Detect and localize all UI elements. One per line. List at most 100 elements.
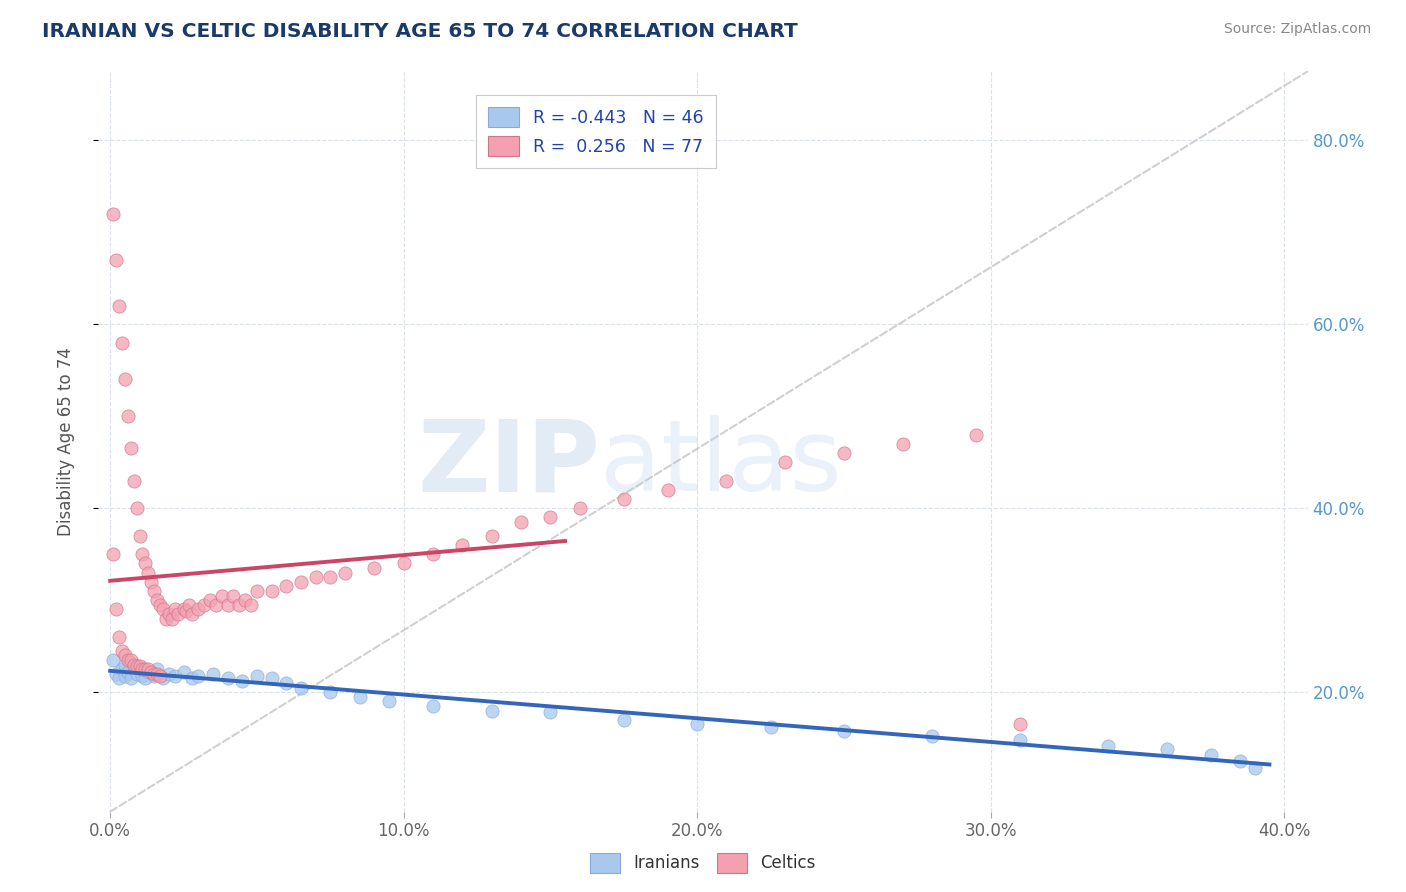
Point [1097, 739, 1119, 753]
Point [105, 602, 128, 616]
Point [143, 668, 166, 682]
Point [568, 501, 591, 516]
Legend: Iranians, Celtics: Iranians, Celtics [583, 847, 823, 880]
Text: Source: ZipAtlas.com: Source: ZipAtlas.com [1223, 22, 1371, 37]
Point [246, 584, 269, 599]
Text: ZIP: ZIP [418, 416, 600, 512]
Point [290, 681, 312, 695]
Point [146, 593, 169, 607]
Point [260, 671, 283, 685]
Point [152, 671, 174, 685]
Point [108, 671, 131, 685]
Text: atlas: atlas [600, 416, 842, 512]
Point [211, 589, 233, 603]
Point [451, 538, 474, 552]
Point [155, 611, 177, 625]
Point [117, 409, 139, 424]
Point [120, 671, 142, 685]
Point [222, 589, 245, 603]
Point [131, 662, 153, 676]
Point [422, 698, 444, 713]
Point [160, 611, 183, 625]
Point [111, 335, 134, 350]
Point [136, 662, 159, 676]
Point [114, 668, 136, 682]
Point [891, 437, 914, 451]
Point [146, 666, 169, 681]
Point [179, 598, 201, 612]
Point [152, 602, 174, 616]
Text: IRANIAN VS CELTIC DISABILITY AGE 65 TO 74 CORRELATION CHART: IRANIAN VS CELTIC DISABILITY AGE 65 TO 7… [42, 22, 799, 41]
Point [198, 593, 221, 607]
Point [276, 676, 298, 690]
Point [378, 694, 401, 708]
Point [143, 584, 166, 599]
Point [136, 665, 159, 679]
Point [240, 598, 263, 612]
Point [363, 561, 385, 575]
Point [538, 706, 561, 720]
Point [101, 653, 124, 667]
Point [181, 671, 204, 685]
Point [217, 598, 239, 612]
Point [163, 668, 186, 682]
Point [1008, 717, 1031, 731]
Point [120, 442, 142, 456]
Point [117, 665, 139, 679]
Point [1199, 747, 1222, 762]
Point [122, 657, 145, 672]
Point [481, 704, 503, 718]
Point [108, 630, 131, 644]
Point [231, 674, 253, 689]
Point [657, 483, 679, 497]
Point [128, 662, 150, 676]
Point [481, 529, 503, 543]
Point [149, 598, 172, 612]
Point [111, 662, 134, 676]
Point [260, 584, 283, 599]
Point [187, 602, 209, 616]
Point [1156, 742, 1178, 756]
Point [319, 570, 342, 584]
Point [143, 666, 166, 681]
Point [510, 515, 533, 529]
Point [114, 372, 136, 386]
Point [686, 717, 709, 731]
Point [613, 491, 636, 506]
Point [422, 547, 444, 561]
Point [538, 510, 561, 524]
Point [136, 566, 159, 580]
Point [1008, 733, 1031, 747]
Point [965, 427, 987, 442]
Point [134, 662, 156, 676]
Point [333, 566, 356, 580]
Legend: R = -0.443   N = 46, R =  0.256   N = 77: R = -0.443 N = 46, R = 0.256 N = 77 [475, 95, 716, 168]
Point [134, 671, 156, 685]
Point [120, 653, 142, 667]
Point [613, 713, 636, 727]
Point [193, 598, 215, 612]
Y-axis label: Disability Age 65 to 74: Disability Age 65 to 74 [56, 347, 75, 536]
Point [163, 602, 186, 616]
Point [832, 723, 855, 738]
Point [128, 659, 150, 673]
Point [125, 666, 148, 681]
Point [173, 665, 195, 679]
Point [131, 668, 153, 682]
Point [773, 455, 796, 469]
Point [131, 547, 153, 561]
Point [114, 657, 136, 672]
Point [204, 598, 226, 612]
Point [187, 668, 209, 682]
Point [157, 607, 180, 621]
Point [716, 474, 738, 488]
Point [228, 598, 250, 612]
Point [1243, 761, 1265, 775]
Point [276, 579, 298, 593]
Point [125, 659, 148, 673]
Point [392, 557, 415, 571]
Point [217, 671, 239, 685]
Point [166, 607, 188, 621]
Point [146, 662, 169, 676]
Point [304, 570, 326, 584]
